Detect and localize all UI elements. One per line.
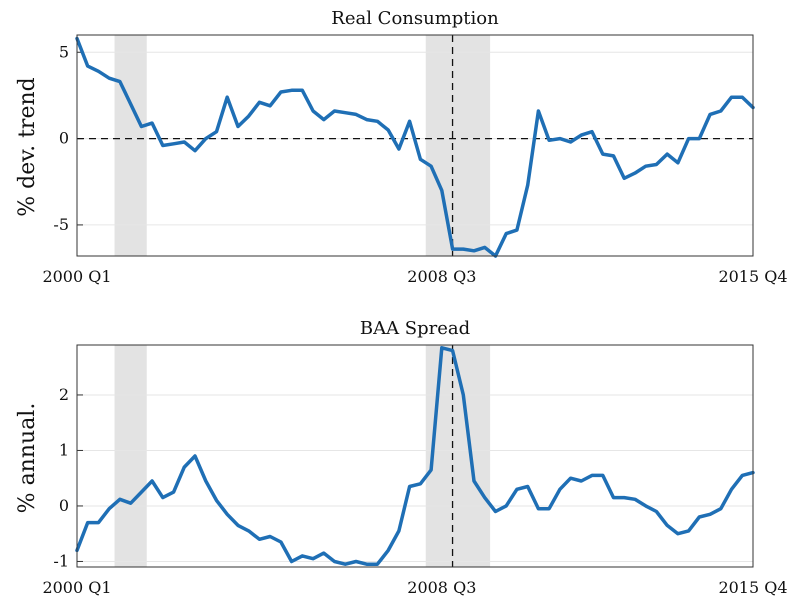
x-tick-label: 2000 Q1 — [42, 578, 111, 597]
x-tick-label: 2008 Q3 — [407, 578, 476, 597]
y-tick-label: 5 — [59, 42, 69, 61]
y-axis-label: % annual. — [15, 403, 40, 514]
plot-area: -5 0 5 2000 Q1 2008 Q3 2015 Q4 — [42, 34, 788, 286]
chart-title: BAA Spread — [360, 318, 470, 339]
axes-frame — [76, 344, 754, 568]
panel-real-consumption: Real Consumption % dev. trend -5 0 5 2000 Q… — [15, 8, 788, 286]
recession-band — [425, 345, 491, 567]
x-tick-label: 2000 Q1 — [42, 267, 111, 286]
panel-baa-spread: BAA Spread % annual. -1 0 1 2 2000 Q1 2008 Q3… — [15, 318, 788, 597]
x-tick-label: 2015 Q4 — [718, 267, 787, 286]
recession-band — [114, 345, 147, 567]
x-tick-label: 2015 Q4 — [718, 578, 787, 597]
plot-area: -1 0 1 2 2000 Q1 2008 Q3 2015 Q4 — [42, 344, 788, 597]
recession-band — [114, 35, 147, 256]
axes-frame — [76, 34, 754, 257]
series-line — [75, 346, 755, 566]
y-tick-label: -5 — [53, 215, 69, 234]
y-axis-label: % dev. trend — [15, 77, 40, 216]
y-tick-label: 0 — [59, 129, 69, 148]
series-line — [75, 36, 755, 258]
recession-band — [425, 35, 491, 256]
y-tick-label: 1 — [59, 440, 69, 459]
chart-title: Real Consumption — [331, 8, 499, 29]
y-tick-label: 2 — [59, 385, 69, 404]
x-tick-label: 2008 Q3 — [407, 267, 476, 286]
y-tick-label: -1 — [53, 551, 69, 570]
y-tick-label: 0 — [59, 496, 69, 515]
